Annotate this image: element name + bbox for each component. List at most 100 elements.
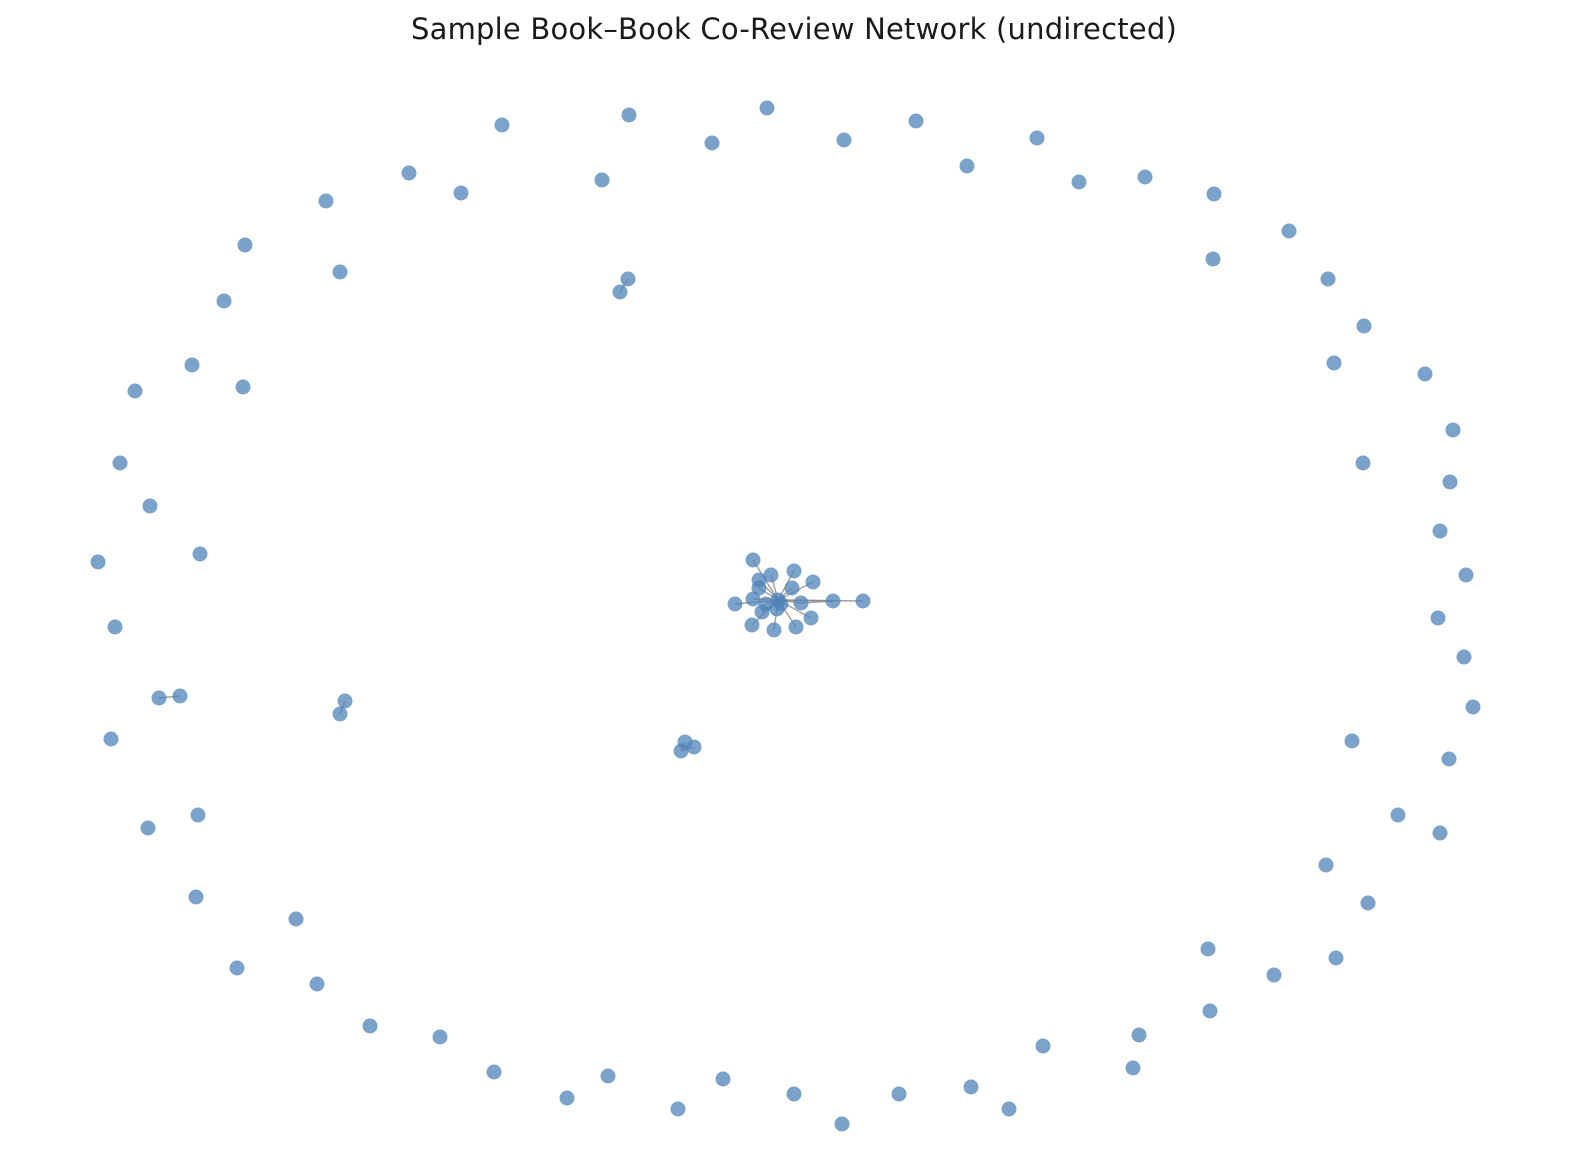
cluster-node bbox=[805, 574, 821, 590]
isolated-node bbox=[1281, 223, 1297, 239]
isolated-node bbox=[1206, 186, 1222, 202]
isolated-node bbox=[1456, 649, 1472, 665]
isolated-node bbox=[112, 455, 128, 471]
cluster-node bbox=[784, 580, 800, 596]
isolated-node bbox=[559, 1090, 575, 1106]
isolated-node bbox=[401, 165, 417, 181]
isolated-node bbox=[621, 107, 637, 123]
cluster-node bbox=[855, 593, 871, 609]
small-component-node bbox=[337, 693, 353, 709]
small-component-node bbox=[686, 739, 702, 755]
cluster-node bbox=[744, 617, 760, 633]
isolated-node bbox=[1432, 523, 1448, 539]
isolated-node bbox=[1465, 699, 1481, 715]
isolated-node bbox=[1137, 169, 1153, 185]
isolated-node bbox=[1458, 567, 1474, 583]
isolated-node bbox=[90, 554, 106, 570]
isolated-node bbox=[1029, 130, 1045, 146]
small-component-node bbox=[151, 690, 167, 706]
isolated-node bbox=[140, 820, 156, 836]
isolated-node bbox=[1390, 807, 1406, 823]
isolated-node bbox=[1432, 825, 1448, 841]
isolated-node bbox=[1344, 733, 1360, 749]
isolated-node bbox=[453, 185, 469, 201]
isolated-node bbox=[1318, 857, 1334, 873]
isolated-node bbox=[127, 383, 143, 399]
isolated-node bbox=[600, 1068, 616, 1084]
isolated-node bbox=[188, 889, 204, 905]
isolated-node bbox=[1320, 271, 1336, 287]
isolated-node bbox=[192, 546, 208, 562]
node-layer bbox=[90, 100, 1481, 1132]
cluster-node bbox=[803, 610, 819, 626]
isolated-node bbox=[486, 1064, 502, 1080]
isolated-node bbox=[309, 976, 325, 992]
cluster-node bbox=[745, 591, 761, 607]
isolated-node bbox=[908, 113, 924, 129]
cluster-node bbox=[763, 567, 779, 583]
isolated-node bbox=[1125, 1060, 1141, 1076]
isolated-node bbox=[1356, 318, 1372, 334]
isolated-node bbox=[237, 237, 253, 253]
isolated-node bbox=[1442, 474, 1458, 490]
isolated-node bbox=[1328, 950, 1344, 966]
chart-title: Sample Book–Book Co-Review Network (undi… bbox=[411, 12, 1177, 46]
cluster-node bbox=[727, 596, 743, 612]
isolated-node bbox=[786, 1086, 802, 1102]
isolated-node bbox=[103, 731, 119, 747]
cluster-node bbox=[745, 552, 761, 568]
isolated-node bbox=[288, 911, 304, 927]
cluster-node bbox=[786, 563, 802, 579]
cluster-node bbox=[758, 596, 774, 612]
isolated-node bbox=[670, 1101, 686, 1117]
isolated-node bbox=[432, 1029, 448, 1045]
isolated-node bbox=[1035, 1038, 1051, 1054]
isolated-node bbox=[1441, 751, 1457, 767]
isolated-node bbox=[1205, 251, 1221, 267]
isolated-node bbox=[959, 158, 975, 174]
isolated-node bbox=[142, 498, 158, 514]
isolated-node bbox=[1131, 1027, 1147, 1043]
isolated-node bbox=[190, 807, 206, 823]
isolated-node bbox=[759, 100, 775, 116]
isolated-node bbox=[1001, 1101, 1017, 1117]
small-component-node bbox=[172, 688, 188, 704]
isolated-node bbox=[836, 132, 852, 148]
isolated-node bbox=[332, 264, 348, 280]
small-component-node bbox=[332, 706, 348, 722]
hub-edge bbox=[777, 599, 864, 602]
isolated-node bbox=[1360, 895, 1376, 911]
isolated-node bbox=[494, 117, 510, 133]
isolated-node bbox=[235, 379, 251, 395]
isolated-node bbox=[362, 1018, 378, 1034]
small-component-node bbox=[673, 743, 689, 759]
isolated-node bbox=[715, 1071, 731, 1087]
cluster-node bbox=[793, 595, 809, 611]
isolated-node bbox=[318, 193, 334, 209]
isolated-node bbox=[891, 1086, 907, 1102]
isolated-node bbox=[834, 1116, 850, 1132]
isolated-node bbox=[704, 135, 720, 151]
cluster-node bbox=[766, 622, 782, 638]
small-component-node bbox=[620, 271, 636, 287]
isolated-node bbox=[1071, 174, 1087, 190]
isolated-node bbox=[1200, 941, 1216, 957]
isolated-node bbox=[107, 619, 123, 635]
small-component-node bbox=[612, 284, 628, 300]
cluster-node bbox=[788, 619, 804, 635]
cluster-node bbox=[825, 593, 841, 609]
cluster-node bbox=[751, 580, 767, 596]
isolated-node bbox=[1417, 366, 1433, 382]
isolated-node bbox=[1445, 422, 1461, 438]
isolated-node bbox=[229, 960, 245, 976]
isolated-node bbox=[184, 357, 200, 373]
isolated-node bbox=[1430, 610, 1446, 626]
edge-layer bbox=[158, 278, 864, 752]
isolated-node bbox=[1202, 1003, 1218, 1019]
isolated-node bbox=[216, 293, 232, 309]
isolated-node bbox=[1355, 455, 1371, 471]
isolated-node bbox=[1326, 355, 1342, 371]
isolated-node bbox=[1266, 967, 1282, 983]
